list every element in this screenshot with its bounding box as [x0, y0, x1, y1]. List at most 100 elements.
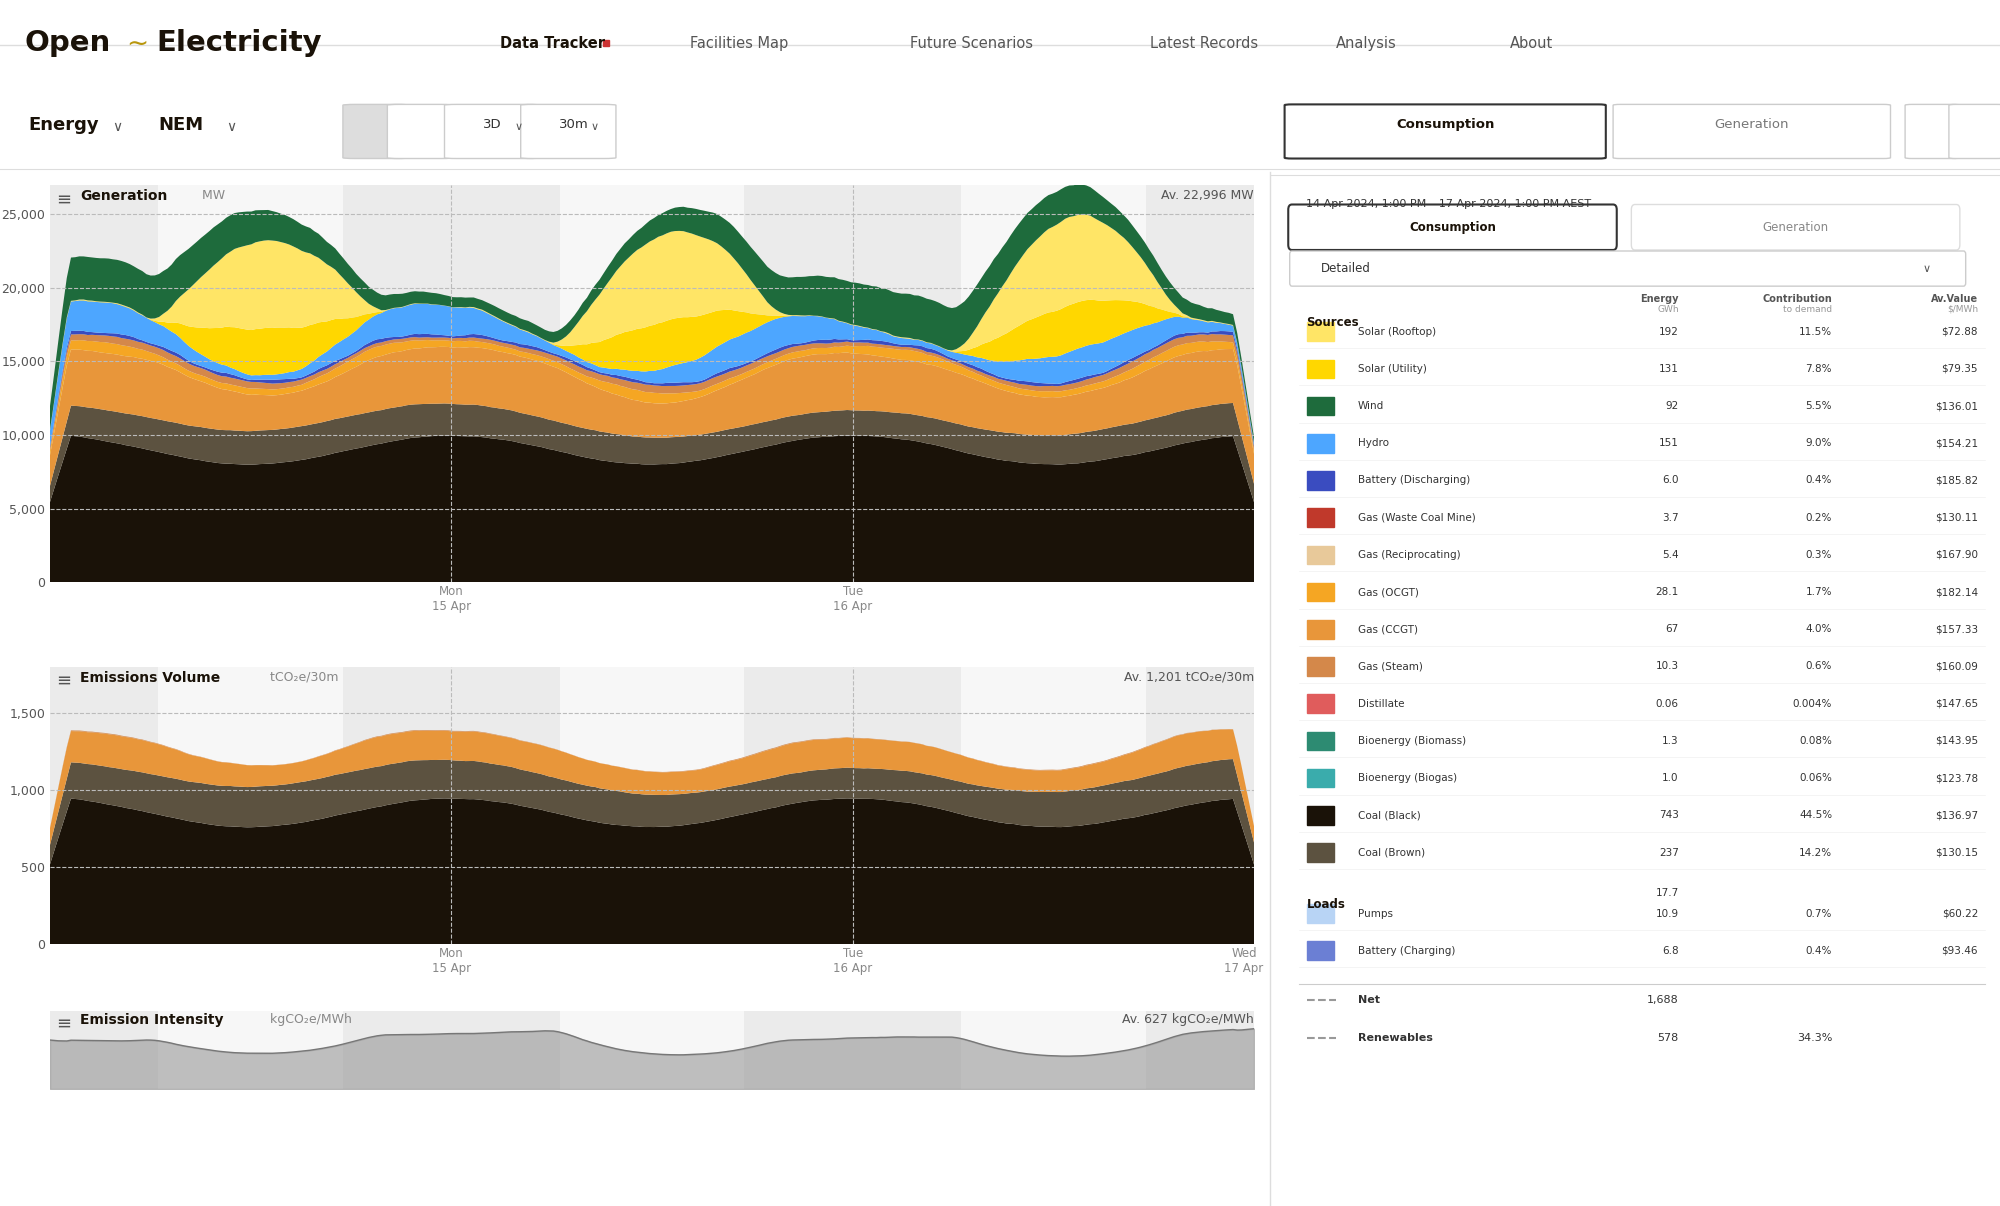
Text: Generation: Generation	[80, 189, 168, 204]
Text: 14 Apr 2024, 1:00 PM – 17 Apr 2024, 1:00 PM AEST: 14 Apr 2024, 1:00 PM – 17 Apr 2024, 1:00…	[1306, 199, 1592, 210]
Bar	[1306, 545, 1334, 564]
Text: MW: MW	[198, 189, 226, 203]
Text: 10.9: 10.9	[1656, 908, 1678, 919]
Text: Bioenergy (Biomass): Bioenergy (Biomass)	[1358, 736, 1466, 745]
Text: Open: Open	[24, 29, 110, 58]
Bar	[50, 667, 158, 944]
Text: Gas (Reciprocating): Gas (Reciprocating)	[1358, 550, 1460, 560]
Text: Consumption: Consumption	[1410, 221, 1496, 234]
Text: 151: 151	[1658, 438, 1678, 449]
Text: $136.97: $136.97	[1934, 810, 1978, 820]
Text: ∼: ∼	[126, 30, 148, 57]
Text: tCO₂e/30m: tCO₂e/30m	[266, 671, 338, 684]
Text: $182.14: $182.14	[1934, 587, 1978, 597]
Text: 9.0%: 9.0%	[1806, 438, 1832, 449]
Text: ∨: ∨	[112, 119, 122, 134]
Text: GWh: GWh	[1658, 305, 1678, 314]
Bar	[1306, 843, 1334, 862]
Text: Generation: Generation	[1762, 221, 1828, 234]
Bar	[1306, 620, 1334, 639]
Text: $143.95: $143.95	[1934, 736, 1978, 745]
Text: 6.0: 6.0	[1662, 475, 1678, 486]
FancyBboxPatch shape	[444, 105, 540, 158]
Text: 34.3%: 34.3%	[1796, 1032, 1832, 1042]
Bar	[50, 185, 158, 582]
Text: 131: 131	[1658, 364, 1678, 374]
Text: Electricity: Electricity	[156, 29, 322, 58]
Bar	[1306, 806, 1334, 825]
Bar	[1306, 695, 1334, 713]
Text: 0.3%: 0.3%	[1806, 550, 1832, 560]
Text: Tue
16 Apr: Tue 16 Apr	[834, 585, 872, 613]
FancyBboxPatch shape	[1906, 105, 1960, 158]
Text: Energy: Energy	[28, 116, 98, 134]
Text: $72.88: $72.88	[1942, 327, 1978, 336]
Text: $147.65: $147.65	[1934, 698, 1978, 709]
Text: $93.46: $93.46	[1942, 946, 1978, 955]
Text: Generation: Generation	[1714, 118, 1790, 131]
Text: 0.004%: 0.004%	[1792, 698, 1832, 709]
Text: Av. 22,996 MW: Av. 22,996 MW	[1162, 189, 1254, 203]
Text: $60.22: $60.22	[1942, 908, 1978, 919]
Text: Mon
15 Apr: Mon 15 Apr	[432, 947, 470, 974]
Text: 5.4: 5.4	[1662, 550, 1678, 560]
Text: Emissions Volume: Emissions Volume	[80, 671, 220, 685]
Bar	[1146, 1011, 1254, 1089]
Bar	[342, 185, 560, 582]
Text: Future Scenarios: Future Scenarios	[910, 36, 1032, 51]
FancyBboxPatch shape	[388, 105, 454, 158]
Text: Av. 1,201 tCO₂e/30m: Av. 1,201 tCO₂e/30m	[1124, 671, 1254, 684]
Text: 3D: 3D	[482, 118, 502, 131]
Text: 30m: 30m	[558, 118, 588, 131]
Text: 17.7: 17.7	[1656, 888, 1678, 897]
FancyBboxPatch shape	[520, 105, 616, 158]
Text: 44.5%: 44.5%	[1798, 810, 1832, 820]
FancyBboxPatch shape	[1632, 205, 1960, 250]
Text: ∨: ∨	[1922, 264, 1932, 274]
Text: 0.06%: 0.06%	[1800, 773, 1832, 783]
Bar	[1306, 359, 1334, 379]
Text: 10.3: 10.3	[1656, 662, 1678, 672]
Bar	[1306, 582, 1334, 602]
Text: to demand: to demand	[1782, 305, 1832, 314]
Text: 0.4%: 0.4%	[1806, 475, 1832, 486]
Text: ≡: ≡	[56, 1014, 72, 1032]
Text: 1,688: 1,688	[1648, 995, 1678, 1006]
Text: Gas (Steam): Gas (Steam)	[1358, 662, 1422, 672]
FancyBboxPatch shape	[1284, 105, 1606, 158]
Text: Facilities Map: Facilities Map	[690, 36, 788, 51]
Text: Tue
16 Apr: Tue 16 Apr	[834, 947, 872, 974]
Text: Consumption: Consumption	[1396, 118, 1494, 131]
Text: ∨: ∨	[590, 122, 598, 133]
Text: 1.7%: 1.7%	[1806, 587, 1832, 597]
Bar	[1146, 185, 1254, 582]
Text: 28.1: 28.1	[1656, 587, 1678, 597]
Text: 0.4%: 0.4%	[1806, 946, 1832, 955]
Text: ≡: ≡	[56, 191, 72, 209]
Text: ≡: ≡	[56, 672, 72, 690]
Text: 6.8: 6.8	[1662, 946, 1678, 955]
Text: $167.90: $167.90	[1936, 550, 1978, 560]
Text: 1.3: 1.3	[1662, 736, 1678, 745]
Text: Distillate: Distillate	[1358, 698, 1404, 709]
Text: 0.08%: 0.08%	[1800, 736, 1832, 745]
Text: NEM: NEM	[158, 116, 204, 134]
FancyBboxPatch shape	[1288, 205, 1616, 250]
Text: 0.06: 0.06	[1656, 698, 1678, 709]
Text: Gas (CCGT): Gas (CCGT)	[1358, 625, 1418, 634]
Text: Latest Records: Latest Records	[1150, 36, 1258, 51]
Text: Gas (OCGT): Gas (OCGT)	[1358, 587, 1418, 597]
Bar	[744, 667, 962, 944]
FancyBboxPatch shape	[1948, 105, 2000, 158]
Text: Bioenergy (Biogas): Bioenergy (Biogas)	[1358, 773, 1456, 783]
Text: Sources: Sources	[1306, 316, 1360, 329]
Text: kgCO₂e/MWh: kgCO₂e/MWh	[266, 1013, 352, 1026]
Bar	[744, 1011, 962, 1089]
Text: Net: Net	[1358, 995, 1380, 1006]
Text: ∨: ∨	[514, 122, 522, 133]
Bar	[1306, 732, 1334, 750]
Text: $130.15: $130.15	[1936, 848, 1978, 857]
Text: About: About	[1510, 36, 1554, 51]
Text: Hydro: Hydro	[1358, 438, 1388, 449]
Text: 5.5%: 5.5%	[1806, 402, 1832, 411]
